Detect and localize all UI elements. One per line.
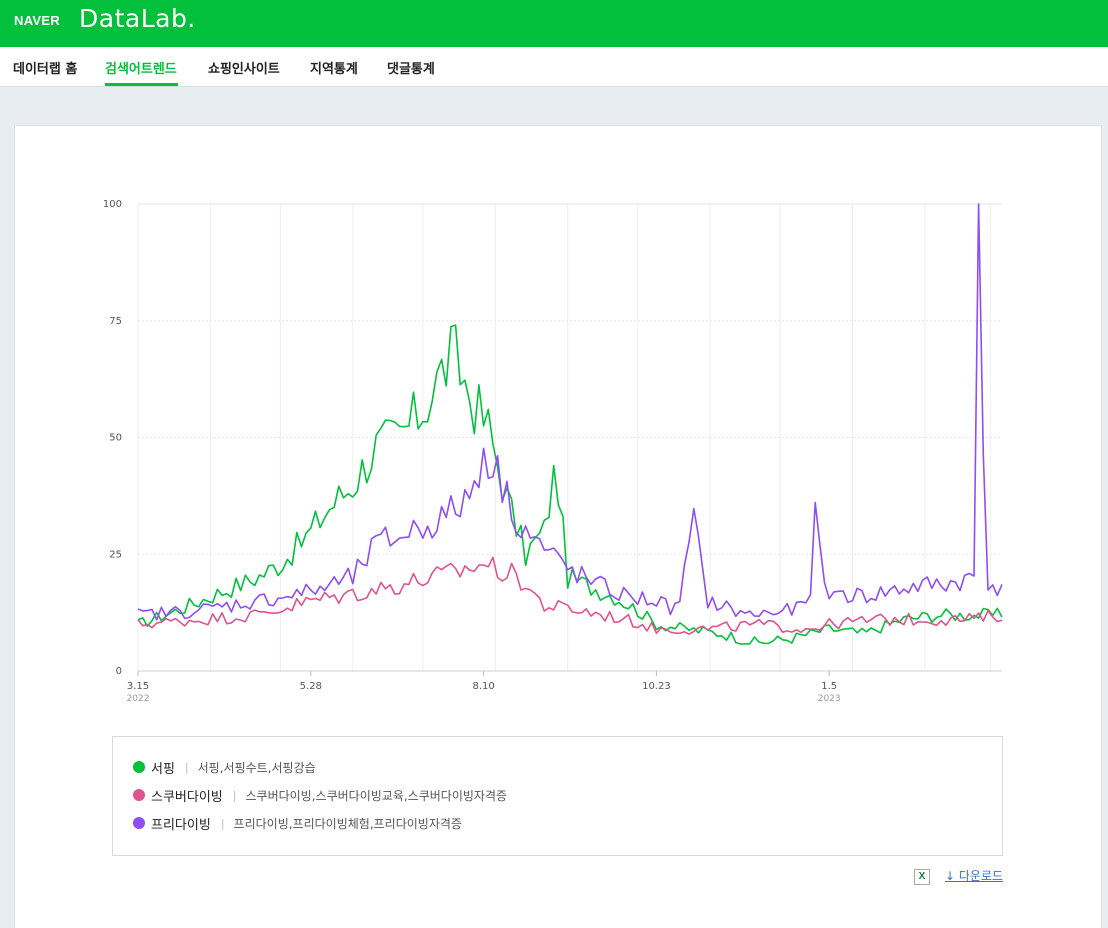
y-tick-label: 25 <box>109 549 122 560</box>
y-tick-label: 0 <box>116 666 122 677</box>
series-dot-icon <box>133 817 145 829</box>
nav-comment-stats[interactable]: 댓글통계 <box>387 62 435 77</box>
x-tick-label: 5.28 <box>300 681 322 692</box>
x-tick-year-label: 2022 <box>127 694 150 704</box>
main-nav: 데이터랩 홈 검색어트렌드 쇼핑인사이트 지역통계 댓글통계 <box>0 47 1108 87</box>
series-line <box>137 324 1003 645</box>
chart-legend: 서핑 | 서핑,서핑수트,서핑강습 스쿠버다이빙 | 스쿠버다이빙,스쿠버다이빙… <box>112 736 1003 856</box>
legend-series-name: 프리다이빙 <box>151 817 211 833</box>
y-tick-label: 75 <box>109 316 122 327</box>
active-tab-indicator <box>105 83 178 86</box>
x-tick-label: 3.15 <box>127 681 149 692</box>
x-tick-label: 10.23 <box>642 681 671 692</box>
legend-separator: | <box>232 788 237 802</box>
excel-icon[interactable]: X <box>914 869 930 885</box>
legend-keywords: 스쿠버다이빙,스쿠버다이빙교육,스쿠버다이빙자격증 <box>245 788 508 803</box>
series-dot-icon <box>133 761 145 773</box>
legend-item-surfing[interactable]: 서핑 | 서핑,서핑수트,서핑강습 <box>133 757 316 777</box>
nav-shopping-insight[interactable]: 쇼핑인사이트 <box>208 62 280 77</box>
nav-home[interactable]: 데이터랩 홈 <box>13 62 78 77</box>
x-tick-label: 8.10 <box>472 681 494 692</box>
series-dot-icon <box>133 789 145 801</box>
legend-keywords: 프리다이빙,프리다이빙체험,프리다이빙자격증 <box>233 816 462 831</box>
nav-regional-stats[interactable]: 지역통계 <box>310 62 358 77</box>
legend-series-name: 스쿠버다이빙 <box>151 789 223 805</box>
y-tick-label: 50 <box>109 433 122 444</box>
legend-separator: | <box>220 816 225 830</box>
nav-search-trend[interactable]: 검색어트렌드 <box>105 62 177 77</box>
legend-item-scuba[interactable]: 스쿠버다이빙 | 스쿠버다이빙,스쿠버다이빙교육,스쿠버다이빙자격증 <box>133 785 507 805</box>
datalab-logo[interactable]: DataLab. <box>79 4 196 33</box>
legend-keywords: 서핑,서핑수트,서핑강습 <box>197 760 316 775</box>
download-link[interactable]: ↓ 다운로드 <box>945 869 1004 883</box>
legend-item-freediving[interactable]: 프리다이빙 | 프리다이빙,프리다이빙체험,프리다이빙자격증 <box>133 813 462 833</box>
naver-logo[interactable]: NAVER <box>14 13 61 28</box>
legend-separator: | <box>184 760 189 774</box>
x-tick-label: 1.5 <box>821 681 837 692</box>
series-line <box>137 203 1003 621</box>
top-bar: NAVER DataLab. <box>0 0 1108 47</box>
x-tick-year-label: 2023 <box>818 694 841 704</box>
legend-series-name: 서핑 <box>151 761 175 777</box>
series-line <box>137 556 1003 635</box>
y-tick-label: 100 <box>103 199 122 210</box>
